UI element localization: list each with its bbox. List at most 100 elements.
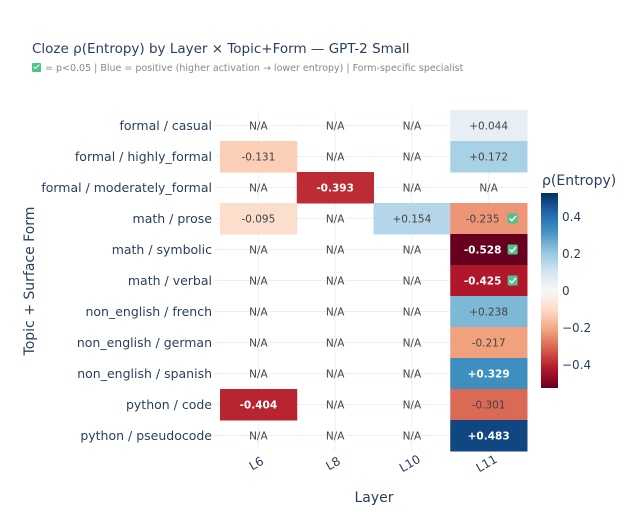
y-tick-label: formal / casual [119, 118, 212, 133]
cell-rect [450, 110, 528, 142]
heatmap-cell: +0.238 [450, 296, 528, 328]
colorbar-tick-label: −0.2 [562, 321, 591, 335]
cell-value-label: -0.131 [241, 152, 275, 164]
x-tick-label: L10 [397, 452, 423, 475]
cell-na-label: N/A [403, 307, 422, 319]
heatmap-cell: +0.329 [450, 358, 528, 390]
heatmap-cell: N/A [326, 369, 345, 381]
heatmap-cell: -0.528 [450, 234, 528, 266]
heatmap-cell: -0.404 [220, 389, 298, 421]
cell-na-label: N/A [249, 431, 268, 443]
colorbar-tick-label: 0.2 [562, 247, 581, 261]
cell-rect [373, 203, 451, 235]
y-tick-label: non_english / spanish [77, 366, 212, 381]
heatmap-cell: N/A [326, 121, 345, 133]
heatmap-cells: N/A N/A N/A +0.044 -0.131 N/A N/A +0.172 N/A -0.3… [220, 110, 528, 452]
cell-rect [296, 172, 374, 204]
heatmap-cell: N/A [249, 121, 268, 133]
cell-na-label: N/A [249, 121, 268, 133]
heatmap-cell: N/A [403, 152, 422, 164]
cell-na-label: N/A [326, 400, 345, 412]
cell-na-label: N/A [249, 338, 268, 350]
cell-na-label: N/A [403, 183, 422, 195]
heatmap-cell: -0.235 [450, 203, 528, 235]
heatmap-cell: +0.044 [450, 110, 528, 142]
significance-check-icon [507, 244, 518, 255]
heatmap-cell: N/A [326, 307, 345, 319]
cell-na-label: N/A [403, 245, 422, 257]
cell-rect [450, 296, 528, 328]
y-tick-label: formal / highly_formal [75, 149, 212, 164]
cell-value-label: +0.483 [468, 431, 510, 443]
cell-value-label: -0.217 [472, 338, 506, 350]
heatmap-cell: -0.217 [450, 327, 528, 359]
y-tick-label: non_english / french [85, 304, 212, 319]
cell-rect [450, 327, 528, 359]
heatmap-cell: N/A [326, 431, 345, 443]
heatmap-cell: N/A [249, 338, 268, 350]
colorbar-gradient [541, 193, 558, 388]
heatmap-cell: N/A [249, 431, 268, 443]
cell-na-label: N/A [326, 369, 345, 381]
heatmap-cell: -0.393 [296, 172, 374, 204]
heatmap-cell: -0.301 [450, 389, 528, 421]
heatmap-cell: N/A [403, 307, 422, 319]
cell-na-label: N/A [326, 245, 345, 257]
cell-rect [220, 141, 298, 173]
y-tick-label: math / verbal [128, 273, 212, 288]
x-tick-label: L8 [323, 454, 342, 473]
y-tick-labels: formal / casual formal / highly_formalfor… [41, 118, 212, 443]
cell-value-label: +0.172 [469, 152, 508, 164]
cell-rect [220, 203, 298, 235]
cell-na-label: N/A [249, 245, 268, 257]
cell-na-label: N/A [249, 369, 268, 381]
cell-value-label: -0.235 [466, 214, 500, 226]
heatmap-cell: -0.425 [450, 265, 528, 297]
cell-na-label: N/A [403, 369, 422, 381]
colorbar: ρ(Entropy) 0.4 0.2 0 −0.2 −0.4 [541, 173, 616, 388]
heatmap-cell: N/A [249, 245, 268, 257]
cell-na-label: N/A [403, 400, 422, 412]
y-tick-label: python / code [126, 397, 212, 412]
cell-value-label: -0.393 [316, 183, 354, 195]
heatmap-cell: N/A [479, 183, 498, 195]
colorbar-tick-label: 0.4 [562, 210, 581, 224]
cell-rect [220, 389, 298, 421]
heatmap-cell: N/A [403, 183, 422, 195]
subtitle-text: = p<0.05 | Blue = positive (higher activ… [42, 63, 464, 74]
cell-na-label: N/A [326, 307, 345, 319]
heatmap-cell: N/A [249, 183, 268, 195]
heatmap-cell: N/A [403, 338, 422, 350]
cell-na-label: N/A [249, 276, 268, 288]
heatmap-cell: N/A [326, 400, 345, 412]
y-axis-title: Topic + Surface Form [22, 207, 38, 357]
colorbar-title: ρ(Entropy) [542, 173, 616, 189]
y-tick-label: math / symbolic [112, 242, 212, 257]
x-tick-label: L6 [247, 454, 266, 473]
cell-value-label: -0.404 [240, 400, 278, 412]
cell-value-label: +0.238 [469, 307, 508, 319]
heatmap-cell: -0.095 [220, 203, 298, 235]
cell-value-label: +0.329 [468, 369, 510, 381]
cell-value-label: -0.425 [464, 276, 502, 288]
cell-na-label: N/A [326, 121, 345, 133]
cell-na-label: N/A [326, 431, 345, 443]
green-checkbox-icon [32, 63, 41, 72]
heatmap-cell: N/A [403, 431, 422, 443]
heatmap-cell: +0.483 [450, 420, 528, 452]
cell-na-label: N/A [249, 307, 268, 319]
cell-na-label: N/A [403, 431, 422, 443]
colorbar-tick-label: −0.4 [562, 358, 591, 372]
cell-rect [450, 389, 528, 421]
cell-na-label: N/A [403, 152, 422, 164]
cell-na-label: N/A [326, 214, 345, 226]
y-tick-label: math / prose [133, 211, 213, 226]
heatmap-cell: -0.131 [220, 141, 298, 173]
y-tick-label: python / pseudocode [80, 428, 212, 443]
chart-subtitle: = p<0.05 | Blue = positive (higher activ… [32, 63, 463, 74]
cell-rect [450, 141, 528, 173]
y-tick-label: formal / moderately_formal [41, 180, 212, 195]
cell-value-label: -0.528 [464, 245, 502, 257]
heatmap-cell: N/A [326, 276, 345, 288]
cell-na-label: N/A [479, 183, 498, 195]
